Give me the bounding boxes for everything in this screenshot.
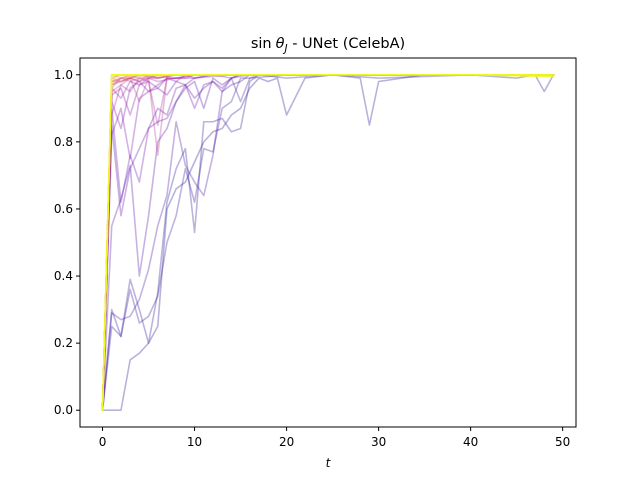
y-tick-label-2: 0.4 bbox=[54, 269, 73, 283]
title-rest: - UNet (CelebA) bbox=[288, 36, 406, 52]
x-tick-label-4: 40 bbox=[463, 435, 478, 449]
axes-frame bbox=[79, 57, 577, 428]
y-tick-label-4: 0.8 bbox=[54, 135, 73, 149]
x-tick-label-5: 50 bbox=[555, 435, 570, 449]
x-tick-label-2: 20 bbox=[279, 435, 294, 449]
y-tick-label-0: 0.0 bbox=[54, 403, 73, 417]
series-line-4 bbox=[101, 73, 555, 412]
x-axis: 0 10 20 30 40 50 bbox=[99, 427, 570, 449]
series-line-0 bbox=[101, 73, 555, 412]
series-layer bbox=[101, 73, 555, 412]
y-tick-label-3: 0.6 bbox=[54, 202, 73, 216]
x-tick-label-3: 30 bbox=[371, 435, 386, 449]
y-tick-label-5: 1.0 bbox=[54, 68, 73, 82]
title-theta: θ bbox=[276, 36, 285, 52]
series-line-3 bbox=[101, 73, 555, 412]
x-tick-label-0: 0 bbox=[99, 435, 107, 449]
series-line-30 bbox=[101, 73, 555, 412]
y-tick-label-1: 0.2 bbox=[54, 336, 73, 350]
series-line-2 bbox=[101, 73, 555, 412]
series-line-1 bbox=[101, 73, 555, 412]
title-subscript: J bbox=[282, 43, 287, 55]
y-axis: 0.0 0.2 0.4 0.6 0.8 1.0 bbox=[54, 68, 80, 417]
x-tick-label-1: 10 bbox=[187, 435, 202, 449]
chart-title: sin θJ - UNet (CelebA) bbox=[251, 36, 405, 55]
x-axis-label: t bbox=[326, 456, 332, 470]
title-func: sin bbox=[251, 36, 272, 52]
